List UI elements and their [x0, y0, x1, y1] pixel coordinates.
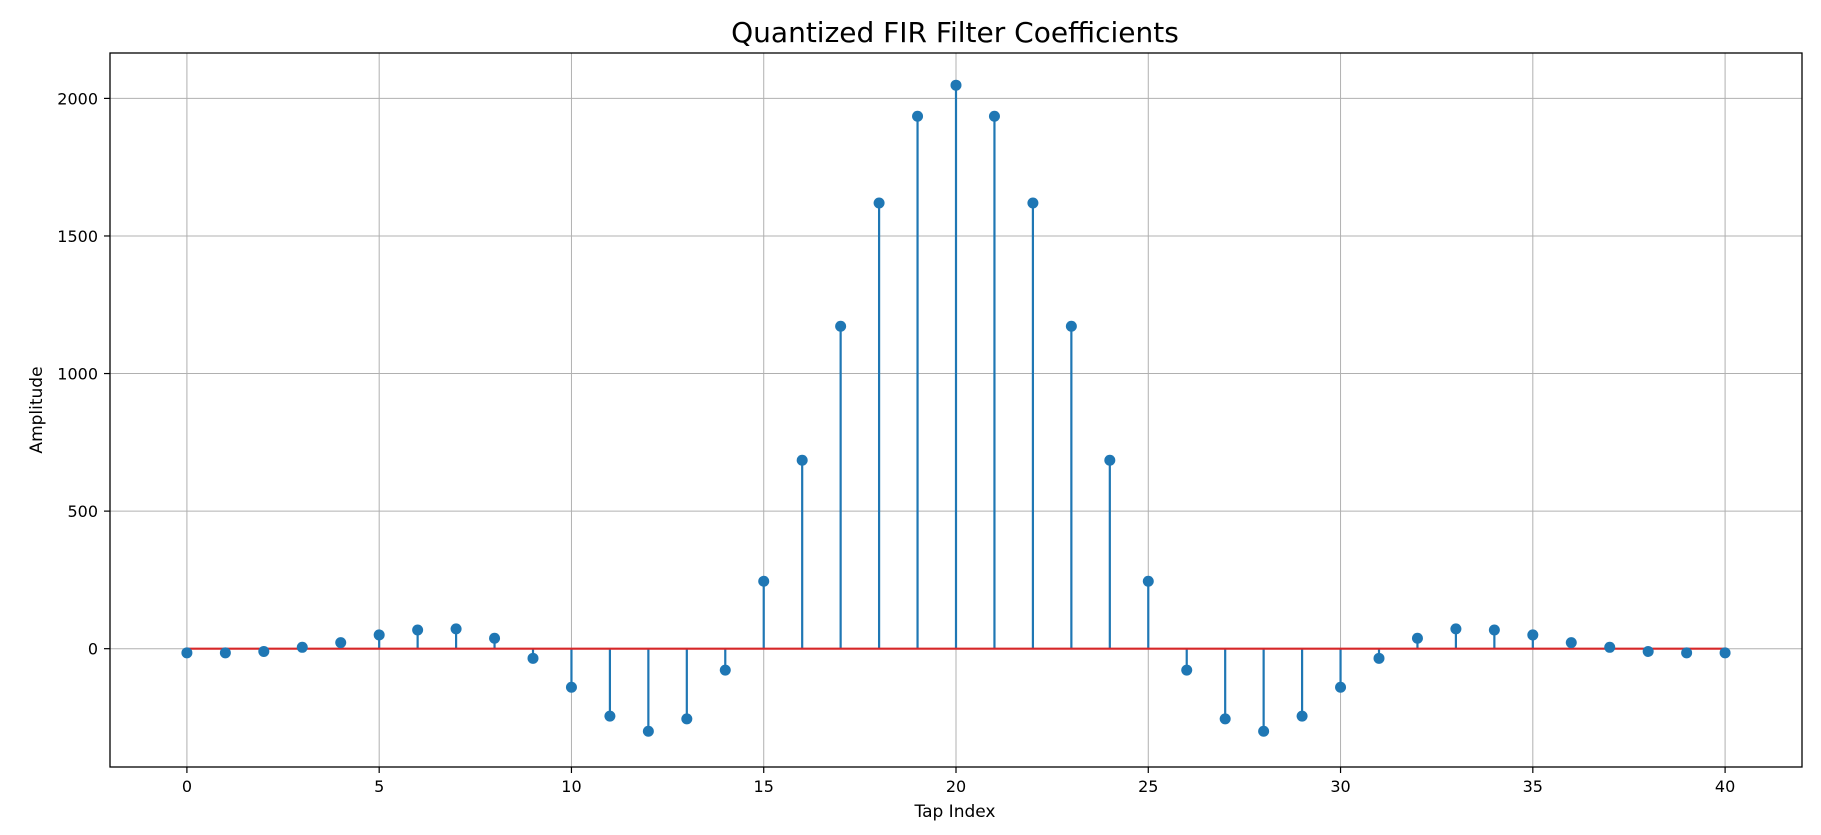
stem-marker [1411, 632, 1423, 644]
y-axis-label: Amplitude [27, 366, 47, 453]
stem-marker [642, 725, 654, 737]
stem-marker [219, 647, 231, 659]
stem-marker [450, 623, 462, 635]
stem-marker [335, 637, 347, 649]
stem-marker [1527, 629, 1539, 641]
x-tick-label: 35 [1523, 777, 1543, 796]
stem-marker [527, 652, 539, 664]
stem-marker [181, 647, 193, 659]
stem-marker [1065, 320, 1077, 332]
y-tick-label: 500 [67, 502, 98, 521]
stem-marker [1488, 624, 1500, 636]
stem-marker [796, 454, 808, 466]
stem-marker [681, 713, 693, 725]
y-tick-label: 0 [88, 640, 98, 659]
x-axis-label: Tap Index [914, 802, 996, 822]
x-tick-label: 20 [946, 777, 966, 796]
stem-marker [988, 110, 1000, 122]
stem-marker [1258, 725, 1270, 737]
stem-marker [719, 664, 731, 676]
stem-marker [1565, 637, 1577, 649]
stem-marker [1642, 645, 1654, 657]
stem-marker [604, 710, 616, 722]
x-axis-ticks: 0 5 10 15 20 25 30 35 40 [182, 767, 1735, 796]
marker-layer [181, 79, 1731, 737]
stem-marker [873, 197, 885, 209]
y-tick-label: 1500 [57, 227, 98, 246]
y-tick-label: 1000 [57, 365, 98, 384]
stem-marker [1104, 454, 1116, 466]
stem-marker [950, 79, 962, 91]
stem-marker [1335, 681, 1347, 693]
stem-marker [1681, 647, 1693, 659]
stem-marker [1027, 197, 1039, 209]
stem-marker [1450, 623, 1462, 635]
x-tick-label: 0 [182, 777, 192, 796]
stem-marker [1604, 641, 1616, 653]
stem-marker [1719, 647, 1731, 659]
stem-marker [758, 575, 770, 587]
y-tick-label: 2000 [57, 89, 98, 108]
stem-marker [1296, 710, 1308, 722]
stem-marker [565, 681, 577, 693]
stem-marker [296, 641, 308, 653]
x-tick-label: 15 [754, 777, 774, 796]
stem-marker [1142, 575, 1154, 587]
x-tick-label: 30 [1330, 777, 1350, 796]
stem-marker [835, 320, 847, 332]
x-tick-label: 40 [1715, 777, 1735, 796]
x-tick-label: 5 [374, 777, 384, 796]
stem-marker [489, 632, 501, 644]
stem-marker [912, 110, 924, 122]
x-tick-label: 25 [1138, 777, 1158, 796]
stem-marker [1181, 664, 1193, 676]
stem-marker [258, 645, 270, 657]
stem-marker [1373, 652, 1385, 664]
chart-title: Quantized FIR Filter Coefficients [731, 16, 1179, 49]
stem-marker [373, 629, 385, 641]
stem-marker [1219, 713, 1231, 725]
y-axis-ticks: 0 500 1000 1500 2000 [57, 89, 110, 659]
x-tick-label: 10 [561, 777, 581, 796]
stem-marker [412, 624, 424, 636]
